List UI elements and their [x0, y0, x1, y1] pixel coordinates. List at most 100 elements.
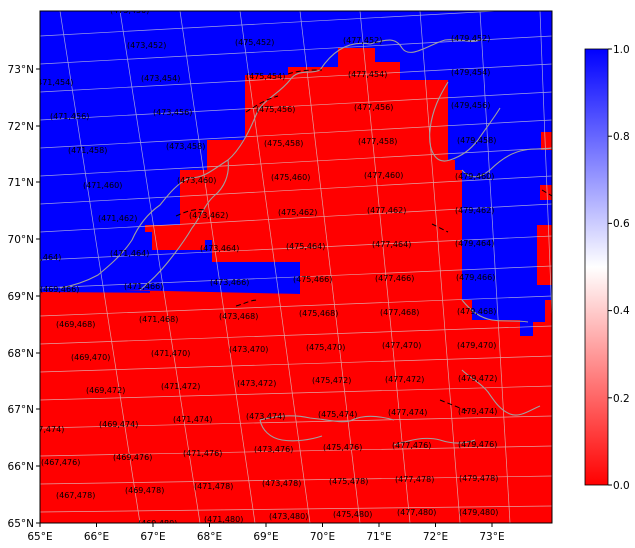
grid-label: (479,474) — [458, 407, 497, 416]
x-tick-label: 66°E — [84, 531, 109, 543]
colorbar-gradient — [584, 48, 609, 486]
colorbar: 1.0 0.8 0.6 0.4 0.2 0.0 — [584, 44, 630, 492]
grid-label: (479,468) — [457, 307, 496, 316]
grid-label: (479,476) — [458, 440, 497, 449]
grid-label: (477,460) — [364, 171, 403, 180]
grid-label: (473,452) — [127, 41, 166, 50]
grid-label: (473,462) — [189, 211, 228, 220]
x-tick-label: 67°E — [140, 531, 165, 543]
grid-label: (475,456) — [256, 105, 295, 114]
grid-label: (475,470) — [306, 343, 345, 352]
grid-label: (475,454) — [246, 72, 285, 81]
grid-label: (469,474) — [99, 420, 138, 429]
x-tick-label: 65°E — [27, 531, 52, 543]
colorbar-tick-label: 0.8 — [613, 131, 630, 143]
grid-label: (475,468) — [299, 309, 338, 318]
grid-label: (477,456) — [354, 103, 393, 112]
grid-label: (477,478) — [395, 475, 434, 484]
grid-label: (475,472) — [312, 376, 351, 385]
grid-label: (475,460) — [271, 173, 310, 182]
grid-label: (469,470) — [71, 353, 110, 362]
grid-label: (473,468) — [219, 312, 258, 321]
colorbar-tick-label: 0.6 — [613, 218, 630, 230]
grid-label: (477,468) — [380, 308, 419, 317]
y-tick-label: 70°N — [8, 234, 34, 246]
grid-label: (479,454) — [451, 68, 490, 77]
grid-label: (467,474) — [25, 425, 64, 434]
x-tick-label: 68°E — [197, 531, 222, 543]
colorbar-tick-label: 0.4 — [613, 305, 630, 317]
grid-label: (475,476) — [323, 443, 362, 452]
grid-label: (477,454) — [348, 70, 387, 79]
grid-label: (473,456) — [153, 108, 192, 117]
grid-label: (473,476) — [254, 445, 293, 454]
y-tick-label: 65°N — [8, 518, 34, 530]
y-tick-label: 69°N — [8, 291, 34, 303]
y-tick-label: 68°N — [8, 348, 34, 360]
grid-label: (471,456) — [50, 112, 89, 121]
grid-label: (477,452) — [343, 36, 382, 45]
land-region-west — [120, 48, 462, 324]
grid-label: (479,480) — [459, 508, 498, 517]
grid-label: (479,460) — [455, 172, 494, 181]
grid-label: (479,478) — [459, 474, 498, 483]
grid-label: (479,456) — [451, 101, 490, 110]
grid-label: (469,472) — [86, 386, 125, 395]
grid-label: (477,464) — [372, 240, 411, 249]
x-tick-label: 71°E — [366, 531, 391, 543]
grid-label: (475,478) — [329, 477, 368, 486]
grid-label: (477,480) — [397, 508, 436, 517]
grid-label: (479,458) — [457, 136, 496, 145]
grid-label: (473,472) — [237, 379, 276, 388]
grid-label: (475,458) — [264, 139, 303, 148]
grid-label: (469,464) — [22, 253, 61, 262]
colorbar-tick-label: 0.0 — [613, 480, 630, 492]
grid-label: (471,460) — [83, 181, 122, 190]
coastline — [59, 39, 552, 446]
grid-label: (471,478) — [194, 482, 233, 491]
grid-label: (475,464) — [286, 242, 325, 251]
map-frame — [39, 10, 553, 524]
grid-label: (469,468) — [56, 320, 95, 329]
grid-label: (473,474) — [246, 412, 285, 421]
grid-label: (469,466) — [40, 285, 79, 294]
y-tick-label: 73°N — [8, 64, 34, 76]
grid-label: (473,464) — [200, 244, 239, 253]
grid-label: (471,458) — [68, 146, 107, 155]
grid-label: (471,472) — [161, 382, 200, 391]
grid-label: (471,468) — [139, 315, 178, 324]
grid-label: (477,466) — [375, 274, 414, 283]
colorbar-tick-label: 1.0 — [613, 44, 630, 56]
y-axis: 73°N 72°N 71°N 70°N 69°N 68°N 67°N 66°N … — [8, 64, 40, 530]
x-tick-label: 72°E — [423, 531, 448, 543]
grid-label: (475,452) — [235, 38, 274, 47]
grid-label: (473,450) — [110, 6, 149, 15]
grid-label: (479,462) — [455, 206, 494, 215]
grid-label: (477,472) — [385, 375, 424, 384]
grid-label: (471,462) — [98, 214, 137, 223]
grid-label: (475,466) — [293, 275, 332, 284]
grid-label: (471,454) — [34, 78, 73, 87]
grid-label: (471,480) — [204, 515, 243, 524]
grid-label: (467,476) — [41, 458, 80, 467]
grid-label: (475,462) — [278, 208, 317, 217]
x-tick-label: 73°E — [479, 531, 504, 543]
grid-label: (473,454) — [141, 74, 180, 83]
grid-label: (479,464) — [455, 239, 494, 248]
grid-label: (471,466) — [124, 282, 163, 291]
grid-label: (477,458) — [358, 137, 397, 146]
grid-label: (473,480) — [269, 512, 308, 521]
x-tick-label: 69°E — [253, 531, 278, 543]
grid-label: (471,476) — [183, 449, 222, 458]
grid-label: (473,460) — [177, 176, 216, 185]
grid-label: (471,470) — [151, 349, 190, 358]
y-tick-label: 72°N — [8, 121, 34, 133]
y-tick-label: 67°N — [8, 404, 34, 416]
colorbar-tick-label: 0.2 — [613, 393, 630, 405]
grid-label: (467,478) — [56, 491, 95, 500]
grid-point-labels: (473,450) (473,452) (475,452) (477,452) … — [22, 6, 498, 524]
grid-label: (477,476) — [392, 441, 431, 450]
grid-label: (477,462) — [367, 206, 406, 215]
grid-label: (469,476) — [113, 453, 152, 462]
